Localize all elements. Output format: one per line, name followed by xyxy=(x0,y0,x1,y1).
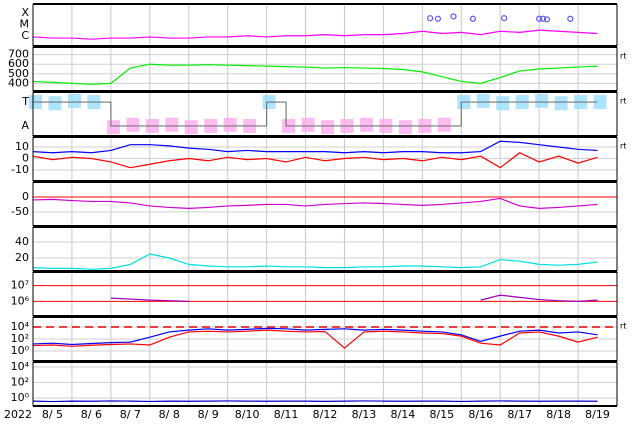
panel-annotation: rt xyxy=(620,97,626,106)
data-block xyxy=(165,117,179,132)
panel: XMC xyxy=(20,3,618,47)
data-block xyxy=(496,96,510,111)
y-tick-label: 700 xyxy=(8,48,29,61)
panel: 0-50 xyxy=(11,181,618,227)
flare-marker xyxy=(427,15,434,22)
y-tick-label: 20 xyxy=(15,251,29,264)
x-tick-label: 8/10 xyxy=(235,408,260,421)
panel-annotation: rt xyxy=(620,142,626,151)
data-block xyxy=(535,93,549,108)
x-tick-label: 8/ 9 xyxy=(198,408,219,421)
series-line xyxy=(32,253,598,270)
data-block xyxy=(67,93,81,108)
data-block xyxy=(301,117,315,132)
panel-annotation: rt xyxy=(620,52,626,61)
y-tick-label: C xyxy=(21,29,29,42)
y-tick-label: 10⁴ xyxy=(11,360,30,373)
panel-annotation: rt xyxy=(620,322,626,331)
data-block xyxy=(106,120,120,135)
data-block xyxy=(223,117,237,132)
series-line xyxy=(32,152,598,169)
y-tick-label: 10⁴ xyxy=(11,320,30,333)
x-tick-label: 8/17 xyxy=(507,408,532,421)
y-tick-label: T xyxy=(21,95,29,108)
flare-marker xyxy=(450,13,457,20)
y-tick-label: 10⁰ xyxy=(11,344,30,357)
y-tick-label: 10² xyxy=(11,376,29,389)
x-tick-label: 8/11 xyxy=(274,408,299,421)
y-tick-label: 10⁷ xyxy=(11,279,29,292)
data-block xyxy=(593,95,607,110)
y-tick-label: 10² xyxy=(11,332,29,345)
y-tick-label: 0 xyxy=(22,190,29,203)
x-tick-label: 8/ 7 xyxy=(120,408,141,421)
series-line xyxy=(32,327,598,346)
data-block xyxy=(126,117,140,132)
y-tick-label: A xyxy=(21,119,29,132)
flare-marker xyxy=(500,15,508,22)
y-tick-label: 600 xyxy=(8,57,29,70)
y-tick-label: X xyxy=(21,6,29,19)
y-tick-label: 0 xyxy=(22,151,29,164)
data-block xyxy=(398,120,412,135)
flare-marker xyxy=(567,15,574,22)
y-tick-label: 10⁰ xyxy=(11,391,30,404)
data-block xyxy=(554,96,568,111)
flare-marker xyxy=(543,16,551,23)
data-block xyxy=(476,93,490,108)
y-tick-label: 40 xyxy=(15,235,29,248)
flare-marker xyxy=(536,15,543,22)
y-tick-label: 500 xyxy=(8,67,29,80)
x-tick-label: 8/16 xyxy=(468,408,493,421)
panel: 10⁴ 10² 10⁰ xyxy=(11,360,618,407)
series-line xyxy=(32,29,598,40)
x-tick-label: 8/15 xyxy=(429,408,454,421)
series-line xyxy=(32,329,598,349)
series-line xyxy=(32,63,598,85)
y-tick-label: M xyxy=(20,17,30,30)
flare-marker xyxy=(434,15,442,22)
flare-marker xyxy=(539,15,547,22)
data-block xyxy=(48,96,62,111)
x-tick-label: 8/ 6 xyxy=(81,408,102,421)
data-block xyxy=(184,120,198,135)
y-tick-label: 10⁶ xyxy=(11,294,30,307)
series-line xyxy=(32,140,598,154)
data-block xyxy=(437,117,451,132)
y-tick-label: 400 xyxy=(8,76,29,89)
data-block xyxy=(321,120,334,135)
x-tick-label: 8/13 xyxy=(352,408,377,421)
x-tick-label: 8/ 5 xyxy=(42,408,63,421)
y-tick-label: -10 xyxy=(11,163,29,176)
y-tick-label: 10 xyxy=(15,140,29,153)
data-block xyxy=(359,117,373,132)
x-tick-label: 8/14 xyxy=(391,408,416,421)
x-tick-label: 8/12 xyxy=(313,408,338,421)
series-line xyxy=(110,297,189,302)
y-tick-label: -50 xyxy=(11,205,29,218)
series-line xyxy=(480,294,598,302)
flare-marker xyxy=(469,15,477,22)
x-tick-label: 8/19 xyxy=(585,408,610,421)
x-tick-label: 8/ 8 xyxy=(159,408,180,421)
panel: 100-10 rt xyxy=(11,136,626,182)
series-line xyxy=(32,197,598,209)
series-line xyxy=(33,101,598,127)
series-line xyxy=(32,400,598,403)
x-axis-label: 2022 xyxy=(4,408,32,421)
x-tick-label: 8/18 xyxy=(546,408,571,421)
